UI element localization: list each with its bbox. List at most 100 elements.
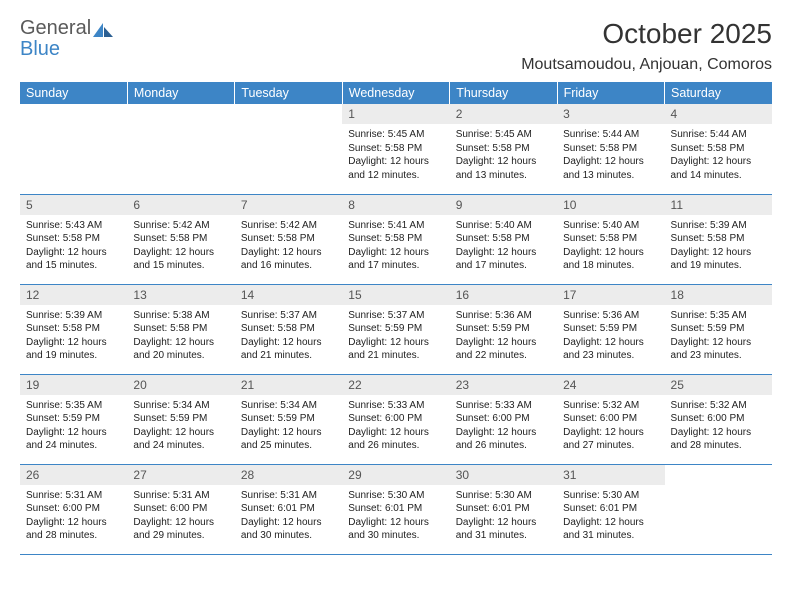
day-number: 23 bbox=[450, 375, 557, 395]
day-detail: Sunrise: 5:45 AMSunset: 5:58 PMDaylight:… bbox=[342, 124, 449, 186]
day-detail: Sunrise: 5:30 AMSunset: 6:01 PMDaylight:… bbox=[450, 485, 557, 547]
sunrise-line: Sunrise: 5:38 AM bbox=[133, 309, 228, 323]
day-number: 8 bbox=[342, 195, 449, 215]
sunset-line: Sunset: 5:59 PM bbox=[133, 412, 228, 426]
day-detail: Sunrise: 5:36 AMSunset: 5:59 PMDaylight:… bbox=[557, 305, 664, 367]
sunset-line: Sunset: 5:58 PM bbox=[241, 232, 336, 246]
day-detail: Sunrise: 5:38 AMSunset: 5:58 PMDaylight:… bbox=[127, 305, 234, 367]
day-detail: Sunrise: 5:33 AMSunset: 6:00 PMDaylight:… bbox=[342, 395, 449, 457]
sunrise-line: Sunrise: 5:42 AM bbox=[241, 219, 336, 233]
sunrise-line: Sunrise: 5:32 AM bbox=[563, 399, 658, 413]
sunrise-line: Sunrise: 5:43 AM bbox=[26, 219, 121, 233]
day-number: 30 bbox=[450, 465, 557, 485]
sunrise-line: Sunrise: 5:34 AM bbox=[133, 399, 228, 413]
day-detail: Sunrise: 5:36 AMSunset: 5:59 PMDaylight:… bbox=[450, 305, 557, 367]
daylight-line: Daylight: 12 hours and 20 minutes. bbox=[133, 336, 228, 363]
daylight-line: Daylight: 12 hours and 16 minutes. bbox=[241, 246, 336, 273]
day-detail: Sunrise: 5:45 AMSunset: 5:58 PMDaylight:… bbox=[450, 124, 557, 186]
day-detail: Sunrise: 5:31 AMSunset: 6:00 PMDaylight:… bbox=[20, 485, 127, 547]
sunset-line: Sunset: 6:00 PM bbox=[133, 502, 228, 516]
sunrise-line: Sunrise: 5:39 AM bbox=[671, 219, 766, 233]
day-detail: Sunrise: 5:37 AMSunset: 5:59 PMDaylight:… bbox=[342, 305, 449, 367]
sunrise-line: Sunrise: 5:35 AM bbox=[26, 399, 121, 413]
calendar-day-cell: 4Sunrise: 5:44 AMSunset: 5:58 PMDaylight… bbox=[665, 104, 772, 194]
sunset-line: Sunset: 6:00 PM bbox=[456, 412, 551, 426]
calendar-day-cell bbox=[127, 104, 234, 194]
calendar-day-cell: 13Sunrise: 5:38 AMSunset: 5:58 PMDayligh… bbox=[127, 284, 234, 374]
sunset-line: Sunset: 6:00 PM bbox=[671, 412, 766, 426]
day-number: 20 bbox=[127, 375, 234, 395]
daylight-line: Daylight: 12 hours and 23 minutes. bbox=[671, 336, 766, 363]
sunset-line: Sunset: 6:01 PM bbox=[348, 502, 443, 516]
daylight-line: Daylight: 12 hours and 19 minutes. bbox=[671, 246, 766, 273]
sunset-line: Sunset: 6:01 PM bbox=[241, 502, 336, 516]
daylight-line: Daylight: 12 hours and 27 minutes. bbox=[563, 426, 658, 453]
sunrise-line: Sunrise: 5:40 AM bbox=[456, 219, 551, 233]
day-detail: Sunrise: 5:44 AMSunset: 5:58 PMDaylight:… bbox=[557, 124, 664, 186]
day-number: 2 bbox=[450, 104, 557, 124]
sunset-line: Sunset: 5:58 PM bbox=[241, 322, 336, 336]
calendar-day-cell: 17Sunrise: 5:36 AMSunset: 5:59 PMDayligh… bbox=[557, 284, 664, 374]
daylight-line: Daylight: 12 hours and 30 minutes. bbox=[348, 516, 443, 543]
calendar-table: SundayMondayTuesdayWednesdayThursdayFrid… bbox=[20, 82, 772, 555]
calendar-day-cell: 16Sunrise: 5:36 AMSunset: 5:59 PMDayligh… bbox=[450, 284, 557, 374]
day-number: 29 bbox=[342, 465, 449, 485]
day-detail: Sunrise: 5:41 AMSunset: 5:58 PMDaylight:… bbox=[342, 215, 449, 277]
daylight-line: Daylight: 12 hours and 28 minutes. bbox=[671, 426, 766, 453]
daylight-line: Daylight: 12 hours and 23 minutes. bbox=[563, 336, 658, 363]
daylight-line: Daylight: 12 hours and 17 minutes. bbox=[348, 246, 443, 273]
daylight-line: Daylight: 12 hours and 24 minutes. bbox=[26, 426, 121, 453]
brand-logo: General Blue bbox=[20, 18, 115, 60]
sunset-line: Sunset: 5:58 PM bbox=[26, 322, 121, 336]
day-detail: Sunrise: 5:31 AMSunset: 6:01 PMDaylight:… bbox=[235, 485, 342, 547]
sunrise-line: Sunrise: 5:39 AM bbox=[26, 309, 121, 323]
calendar-day-cell: 18Sunrise: 5:35 AMSunset: 5:59 PMDayligh… bbox=[665, 284, 772, 374]
day-detail: Sunrise: 5:35 AMSunset: 5:59 PMDaylight:… bbox=[20, 395, 127, 457]
daylight-line: Daylight: 12 hours and 18 minutes. bbox=[563, 246, 658, 273]
day-header: Wednesday bbox=[342, 82, 449, 104]
calendar-header-row: SundayMondayTuesdayWednesdayThursdayFrid… bbox=[20, 82, 772, 104]
sunset-line: Sunset: 5:58 PM bbox=[456, 142, 551, 156]
day-number bbox=[127, 104, 234, 124]
day-detail: Sunrise: 5:31 AMSunset: 6:00 PMDaylight:… bbox=[127, 485, 234, 547]
day-number: 13 bbox=[127, 285, 234, 305]
daylight-line: Daylight: 12 hours and 13 minutes. bbox=[563, 155, 658, 182]
daylight-line: Daylight: 12 hours and 13 minutes. bbox=[456, 155, 551, 182]
calendar-week-row: 5Sunrise: 5:43 AMSunset: 5:58 PMDaylight… bbox=[20, 194, 772, 284]
day-number: 17 bbox=[557, 285, 664, 305]
day-detail: Sunrise: 5:32 AMSunset: 6:00 PMDaylight:… bbox=[557, 395, 664, 457]
day-header: Monday bbox=[127, 82, 234, 104]
day-number: 21 bbox=[235, 375, 342, 395]
day-number: 16 bbox=[450, 285, 557, 305]
sunrise-line: Sunrise: 5:36 AM bbox=[456, 309, 551, 323]
daylight-line: Daylight: 12 hours and 19 minutes. bbox=[26, 336, 121, 363]
sunrise-line: Sunrise: 5:40 AM bbox=[563, 219, 658, 233]
sunrise-line: Sunrise: 5:37 AM bbox=[241, 309, 336, 323]
day-detail: Sunrise: 5:39 AMSunset: 5:58 PMDaylight:… bbox=[20, 305, 127, 367]
daylight-line: Daylight: 12 hours and 12 minutes. bbox=[348, 155, 443, 182]
day-detail: Sunrise: 5:30 AMSunset: 6:01 PMDaylight:… bbox=[342, 485, 449, 547]
brand-text: General Blue bbox=[20, 18, 115, 60]
day-number: 7 bbox=[235, 195, 342, 215]
daylight-line: Daylight: 12 hours and 22 minutes. bbox=[456, 336, 551, 363]
day-number: 4 bbox=[665, 104, 772, 124]
day-detail: Sunrise: 5:34 AMSunset: 5:59 PMDaylight:… bbox=[235, 395, 342, 457]
sunset-line: Sunset: 5:58 PM bbox=[133, 232, 228, 246]
sunset-line: Sunset: 5:59 PM bbox=[671, 322, 766, 336]
sunrise-line: Sunrise: 5:33 AM bbox=[348, 399, 443, 413]
daylight-line: Daylight: 12 hours and 28 minutes. bbox=[26, 516, 121, 543]
day-number: 31 bbox=[557, 465, 664, 485]
day-number: 9 bbox=[450, 195, 557, 215]
brand-part2: Blue bbox=[20, 38, 60, 60]
day-detail: Sunrise: 5:37 AMSunset: 5:58 PMDaylight:… bbox=[235, 305, 342, 367]
day-detail: Sunrise: 5:40 AMSunset: 5:58 PMDaylight:… bbox=[450, 215, 557, 277]
sunrise-line: Sunrise: 5:31 AM bbox=[26, 489, 121, 503]
day-detail: Sunrise: 5:32 AMSunset: 6:00 PMDaylight:… bbox=[665, 395, 772, 457]
daylight-line: Daylight: 12 hours and 26 minutes. bbox=[348, 426, 443, 453]
calendar-day-cell: 15Sunrise: 5:37 AMSunset: 5:59 PMDayligh… bbox=[342, 284, 449, 374]
calendar-day-cell: 31Sunrise: 5:30 AMSunset: 6:01 PMDayligh… bbox=[557, 464, 664, 554]
sunset-line: Sunset: 5:59 PM bbox=[26, 412, 121, 426]
sunrise-line: Sunrise: 5:30 AM bbox=[456, 489, 551, 503]
daylight-line: Daylight: 12 hours and 21 minutes. bbox=[348, 336, 443, 363]
day-number: 18 bbox=[665, 285, 772, 305]
